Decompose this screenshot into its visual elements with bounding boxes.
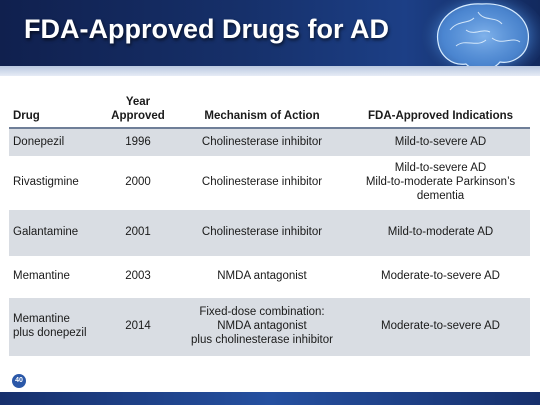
header-drug: Drug	[9, 86, 103, 129]
header-indications: FDA-Approved Indications	[351, 86, 530, 129]
drug-name: Rivastigmine	[13, 176, 79, 189]
fda-indication: Mild-to-moderate AD	[351, 210, 530, 256]
mechanism-of-action: Cholinesterase inhibitor	[173, 128, 351, 156]
drug-name: Memantine plus donepezil	[9, 298, 103, 356]
year-approved: 1996	[103, 128, 173, 156]
table-row: Rivastigmine 2000 Cholinesterase inhibit…	[9, 156, 530, 210]
drug-name: Galantamine	[9, 210, 103, 256]
mechanism-of-action: Fixed-dose combination: NMDA antagonist …	[173, 298, 351, 356]
mechanism-of-action: NMDA antagonist	[217, 270, 307, 283]
brain-illustration-icon	[422, 0, 540, 66]
mechanism-of-action: Cholinesterase inhibitor	[201, 176, 323, 189]
drug-name: Memantine	[13, 270, 70, 283]
table-header-row: Drug Year Approved Mechanism of Action F…	[9, 86, 530, 129]
mechanism-of-action: Cholinesterase inhibitor	[173, 210, 351, 256]
fda-indication: Mild-to-severe AD	[351, 128, 530, 156]
header-year-approved: Year Approved	[103, 86, 173, 129]
drug-table: Drug Year Approved Mechanism of Action F…	[9, 86, 530, 356]
header-divider	[0, 66, 540, 76]
table-row: Memantine plus donepezil 2014 Fixed-dose…	[9, 298, 530, 356]
table-row: Donepezil 1996 Cholinesterase inhibitor …	[9, 128, 530, 156]
year-approved: 2003	[125, 270, 151, 283]
fda-indication: Moderate-to-severe AD	[351, 298, 530, 356]
footer-bar	[0, 392, 540, 405]
slide-header: FDA-Approved Drugs for AD	[0, 0, 540, 66]
year-approved: 2000	[125, 176, 151, 189]
drug-name: Donepezil	[9, 128, 103, 156]
table-row: Galantamine 2001 Cholinesterase inhibito…	[9, 210, 530, 256]
year-approved: 2014	[103, 298, 173, 356]
fda-indication: Mild-to-severe AD Mild-to-moderate Parki…	[365, 162, 516, 202]
year-approved: 2001	[103, 210, 173, 256]
table-row: Memantine 2003 NMDA antagonist Moderate-…	[9, 256, 530, 298]
header-mechanism: Mechanism of Action	[173, 86, 351, 129]
slide-title: FDA-Approved Drugs for AD	[24, 14, 389, 44]
page-number-badge: 40	[12, 374, 26, 388]
fda-indication: Moderate-to-severe AD	[381, 270, 500, 283]
